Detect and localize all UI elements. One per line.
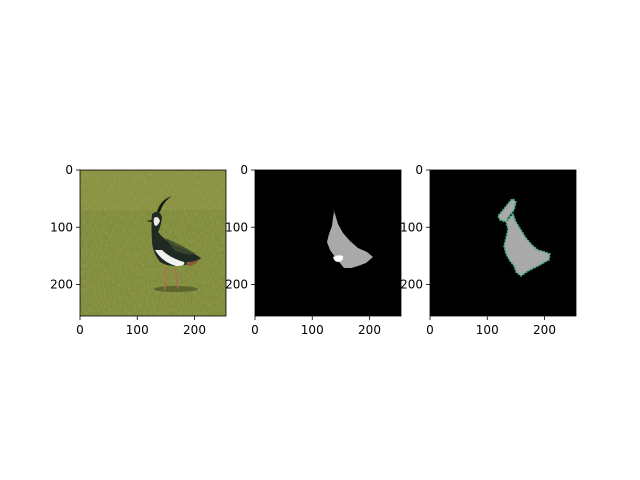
y-tick-label: 200 [225,278,248,292]
y-tick-label: 0 [240,163,248,177]
bird-mask-silhouette [327,208,373,268]
bird-beak [146,220,152,222]
grass-light-top [80,170,226,210]
axes-frame [254,169,402,317]
bird-tail-rufous [186,258,200,266]
panel-1-photo: 0 100 200 0 100 200 [50,163,227,337]
bird-leg-left [164,267,167,291]
x-tick-label: 100 [476,323,499,337]
lapwing-bird [146,196,201,292]
bird-face-white [153,217,160,226]
y-tick-label: 200 [400,278,423,292]
bird-mask-white-patch [333,255,344,262]
axes-frame [79,169,227,317]
x-tick-label: 200 [183,323,206,337]
bird-leg-right [174,267,179,289]
x-tick-label: 200 [533,323,556,337]
bird-crest [157,196,172,212]
panel-2-mask: 0 100 200 0 100 200 [225,163,402,337]
axes-frame [429,169,577,317]
x-tick-label: 200 [358,323,381,337]
prediction-background [430,170,576,316]
y-tick-label: 100 [400,220,423,234]
x-tick-label: 0 [426,323,434,337]
axes-2: 0 100 200 0 100 200 [225,163,402,337]
panel-3-prediction: 0 100 200 0 100 200 [400,163,577,337]
y-tick-label: 100 [50,220,73,234]
y-tick-label: 100 [225,220,248,234]
axes-1: 0 100 200 0 100 200 [50,163,227,337]
y-tick-label: 0 [65,163,73,177]
x-tick-label: 0 [76,323,84,337]
bird-wing-green [165,238,196,255]
y-tick-label: 200 [50,278,73,292]
x-tick-label: 100 [126,323,149,337]
bird-prediction-silhouette [497,198,551,278]
bird-belly-white [155,250,185,266]
x-tick-label: 100 [301,323,324,337]
axes-3: 0 100 200 0 100 200 [400,163,577,337]
x-tick-label: 0 [251,323,259,337]
y-tick-label: 0 [415,163,423,177]
bird-shadow [154,286,198,292]
